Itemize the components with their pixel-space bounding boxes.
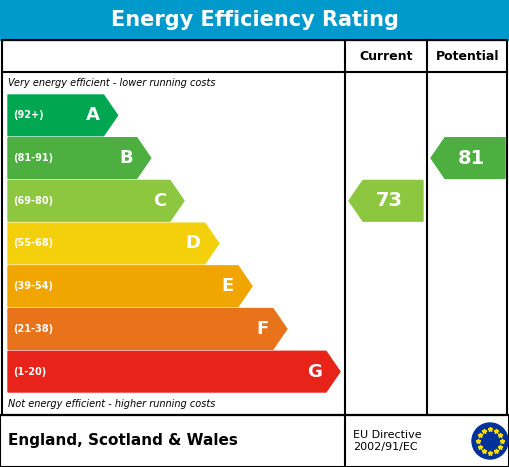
- Polygon shape: [431, 138, 505, 178]
- Text: G: G: [307, 363, 322, 381]
- Circle shape: [472, 423, 508, 459]
- Text: 2002/91/EC: 2002/91/EC: [353, 442, 417, 452]
- Text: D: D: [186, 234, 201, 253]
- Text: Potential: Potential: [436, 50, 500, 63]
- Polygon shape: [8, 266, 252, 306]
- Text: 81: 81: [458, 149, 485, 168]
- Text: E: E: [222, 277, 234, 295]
- Text: (92+): (92+): [13, 110, 44, 120]
- Text: Very energy efficient - lower running costs: Very energy efficient - lower running co…: [8, 78, 215, 88]
- Text: EU Directive: EU Directive: [353, 430, 421, 440]
- Text: (69-80): (69-80): [13, 196, 53, 206]
- Text: B: B: [119, 149, 133, 167]
- Text: C: C: [153, 192, 166, 210]
- Bar: [0, 0, 509, 40]
- Text: England, Scotland & Wales: England, Scotland & Wales: [8, 433, 238, 448]
- Text: (55-68): (55-68): [13, 239, 53, 248]
- Bar: [2, 40, 507, 415]
- Polygon shape: [8, 95, 118, 136]
- Polygon shape: [8, 351, 340, 392]
- Text: Not energy efficient - higher running costs: Not energy efficient - higher running co…: [8, 399, 215, 409]
- Text: Current: Current: [359, 50, 413, 63]
- Bar: [0, 415, 509, 467]
- Text: 73: 73: [376, 191, 403, 210]
- Text: (81-91): (81-91): [13, 153, 53, 163]
- Polygon shape: [349, 180, 423, 221]
- Polygon shape: [8, 223, 219, 264]
- Text: (21-38): (21-38): [13, 324, 53, 334]
- Polygon shape: [8, 138, 151, 178]
- Polygon shape: [8, 180, 184, 221]
- Text: (1-20): (1-20): [13, 367, 46, 377]
- Text: Energy Efficiency Rating: Energy Efficiency Rating: [110, 10, 399, 30]
- Text: F: F: [257, 320, 269, 338]
- Text: (39-54): (39-54): [13, 281, 53, 291]
- Text: A: A: [86, 106, 100, 124]
- Polygon shape: [8, 309, 287, 349]
